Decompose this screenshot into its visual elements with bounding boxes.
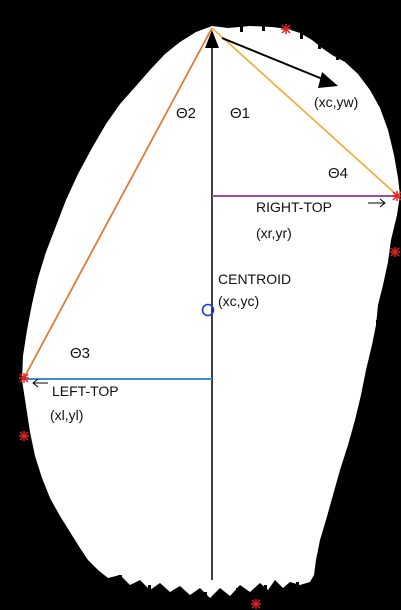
blob-bottom-edge	[56, 320, 379, 610]
left-top-coords-label: (xl,yl)	[50, 407, 83, 423]
top-vector-label: (xc,yw)	[314, 94, 358, 110]
star-marker	[251, 599, 261, 609]
star-marker	[281, 24, 291, 34]
theta3-label: Θ3	[70, 345, 90, 362]
star-markers	[19, 24, 401, 609]
blob-shape	[22, 26, 400, 598]
centroid-marker	[201, 303, 215, 317]
centroid-coords-label: (xc,yc)	[218, 293, 259, 309]
vertical-axis-arrowhead	[205, 30, 219, 48]
left-line	[23, 27, 213, 379]
left-top-label: LEFT-TOP	[52, 383, 119, 399]
star-marker	[19, 431, 29, 441]
theta1-label: Θ1	[230, 105, 250, 122]
right-top-label: RIGHT-TOP	[256, 199, 332, 215]
right-line	[211, 27, 399, 197]
theta4-label: Θ4	[328, 165, 348, 182]
top-vector-arrow	[221, 37, 326, 81]
blob-top-edge	[240, 20, 339, 60]
right-top-pointer-head	[379, 198, 386, 208]
star-marker	[19, 373, 29, 383]
top-vector-arrowhead	[318, 72, 338, 88]
right-top-coords-label: (xr,yr)	[256, 225, 292, 241]
star-marker	[390, 247, 400, 257]
theta2-label: Θ2	[176, 105, 196, 122]
left-top-pointer-head	[32, 378, 39, 388]
star-marker	[392, 191, 401, 201]
centroid-label: CENTROID	[218, 271, 291, 287]
